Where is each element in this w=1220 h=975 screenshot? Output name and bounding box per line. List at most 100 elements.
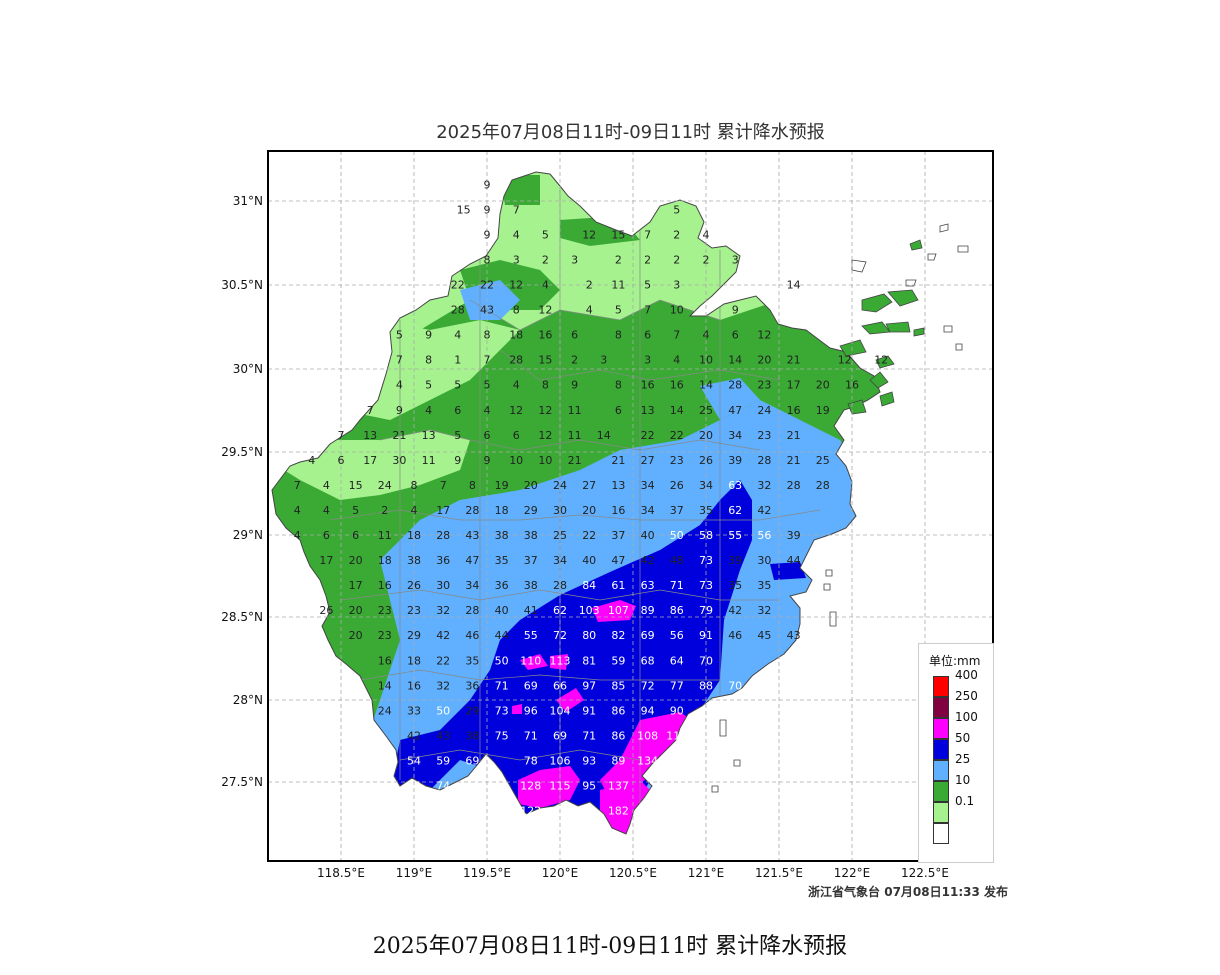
publisher-note: 浙江省气象台 07月08日11:33 发布	[808, 885, 1008, 899]
station-value: 71	[524, 729, 538, 742]
station-value: 91	[699, 629, 713, 642]
station-value: 18	[378, 554, 392, 567]
station-value: 22	[480, 279, 494, 292]
station-value: 61	[611, 579, 625, 592]
station-value: 4	[673, 354, 680, 367]
station-value: 30	[553, 504, 567, 517]
lat-tick: 28°N	[233, 693, 263, 707]
station-value: 47	[728, 404, 742, 417]
station-value: 59	[436, 755, 450, 768]
station-value: 55	[524, 629, 538, 642]
station-value: 35	[728, 579, 742, 592]
station-value: 15	[457, 203, 471, 216]
islands	[839, 239, 925, 415]
station-value: 70	[728, 679, 742, 692]
island-outlines	[711, 223, 969, 793]
station-value: 21	[568, 454, 582, 467]
station-value: 9	[732, 304, 739, 317]
station-value: 34	[641, 504, 655, 517]
station-value: 44	[787, 554, 801, 567]
legend-item: 10	[933, 773, 993, 802]
station-value: 32	[757, 604, 771, 617]
station-value: 50	[670, 529, 684, 542]
legend-label: 100	[955, 710, 978, 724]
station-value: 30	[392, 454, 406, 467]
station-value: 18	[407, 654, 421, 667]
station-value: 22	[670, 429, 684, 442]
legend-swatch	[933, 802, 949, 823]
station-value: 10	[509, 454, 523, 467]
station-value: 44	[495, 629, 509, 642]
station-value: 38	[524, 579, 538, 592]
station-value: 2	[673, 254, 680, 267]
station-value: 28	[436, 529, 450, 542]
station-value: 11	[422, 454, 436, 467]
legend-label: 50	[955, 731, 971, 745]
legend-swatch	[933, 781, 949, 802]
station-value: 4	[411, 504, 418, 517]
station-value: 38	[407, 554, 421, 567]
station-value: 73	[699, 579, 713, 592]
station-value: 97	[582, 679, 596, 692]
station-value: 69	[553, 729, 567, 742]
lat-axis: 31°N 30.5°N 30°N 29.5°N 29°N 28.5°N 28°N…	[221, 194, 263, 789]
station-value: 10	[699, 354, 713, 367]
station-value: 10	[670, 304, 684, 317]
station-value: 47	[465, 554, 479, 567]
station-value: 40	[582, 554, 596, 567]
station-value: 71	[670, 579, 684, 592]
station-value: 46	[728, 629, 742, 642]
station-value: 43	[480, 304, 494, 317]
station-value: 4	[425, 404, 432, 417]
station-value: 28	[728, 379, 742, 392]
station-value: 24	[378, 704, 392, 717]
station-value: 9	[571, 379, 578, 392]
station-value: 4	[294, 529, 301, 542]
legend-swatch	[933, 739, 949, 760]
station-value: 17	[436, 504, 450, 517]
station-value: 73	[699, 554, 713, 567]
station-value: 32	[757, 479, 771, 492]
station-value: 4	[323, 504, 330, 517]
station-value: 18	[509, 329, 523, 342]
station-value: 6	[454, 404, 461, 417]
station-value: 134	[637, 755, 658, 768]
station-value: 63	[728, 479, 742, 492]
station-value: 11	[568, 404, 582, 417]
station-value: 6	[644, 329, 651, 342]
station-value: 3	[571, 254, 578, 267]
station-value: 11	[378, 529, 392, 542]
station-value: 7	[673, 329, 680, 342]
station-value: 7	[644, 304, 651, 317]
station-value: 17	[787, 379, 801, 392]
station-value: 115	[550, 780, 571, 793]
station-value: 12	[538, 304, 552, 317]
station-value: 47	[611, 554, 625, 567]
station-value: 75	[495, 729, 509, 742]
station-value: 23	[378, 629, 392, 642]
station-value: 79	[699, 604, 713, 617]
station-value: 28	[816, 479, 830, 492]
station-value: 20	[757, 354, 771, 367]
station-value: 21	[611, 454, 625, 467]
station-value: 69	[524, 679, 538, 692]
station-value: 34	[641, 479, 655, 492]
station-value: 5	[352, 504, 359, 517]
station-value: 2	[542, 254, 549, 267]
station-value: 13	[641, 404, 655, 417]
legend-swatch	[933, 676, 949, 697]
station-value: 6	[615, 404, 622, 417]
station-value: 26	[319, 604, 333, 617]
station-value: 48	[670, 554, 684, 567]
station-value: 35	[757, 579, 771, 592]
station-value: 12	[509, 279, 523, 292]
lat-tick: 30°N	[233, 362, 263, 376]
station-value: 15	[349, 479, 363, 492]
station-value: 6	[484, 429, 491, 442]
station-value: 27	[582, 479, 596, 492]
station-value: 80	[582, 629, 596, 642]
station-value: 38	[524, 529, 538, 542]
station-value: 84	[582, 579, 596, 592]
lon-tick: 119°E	[396, 866, 433, 880]
